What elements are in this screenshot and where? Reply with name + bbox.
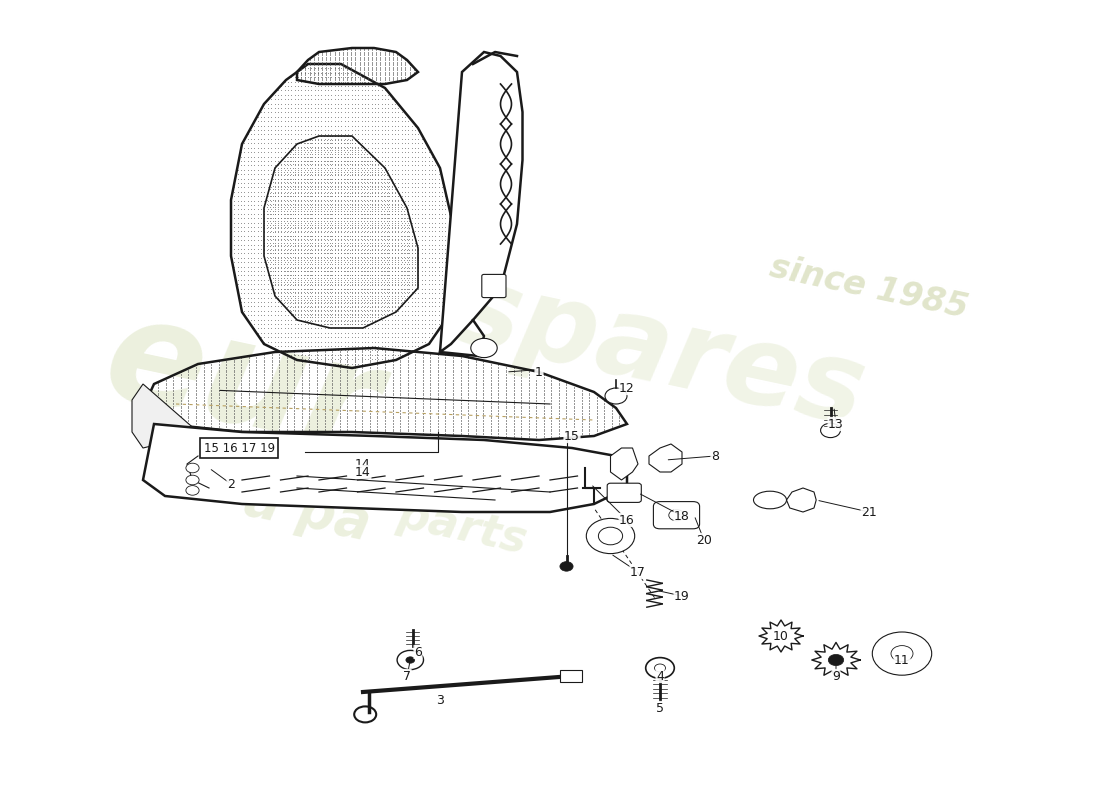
Text: 13: 13 [828,418,844,430]
Text: 15 16 17 19: 15 16 17 19 [204,442,275,454]
Polygon shape [649,444,682,472]
Text: 19: 19 [674,590,690,602]
Ellipse shape [754,491,786,509]
Text: 18: 18 [674,510,690,522]
Polygon shape [132,384,198,448]
Text: 20: 20 [696,534,712,546]
Circle shape [605,388,627,404]
Circle shape [821,423,840,438]
Polygon shape [143,424,627,512]
Circle shape [186,486,199,495]
FancyBboxPatch shape [482,274,506,298]
Text: 2: 2 [227,478,235,490]
Text: 8: 8 [711,450,719,462]
Polygon shape [440,52,522,352]
Circle shape [872,632,932,675]
Circle shape [471,338,497,358]
Circle shape [186,475,199,485]
Text: 21: 21 [861,506,877,518]
Text: 5: 5 [656,702,664,714]
Text: 12: 12 [619,382,635,394]
Circle shape [560,562,573,571]
Circle shape [828,654,844,666]
Text: 15: 15 [564,430,580,442]
Circle shape [186,463,199,473]
Text: 1: 1 [535,366,543,378]
Text: spares: spares [446,256,874,448]
FancyBboxPatch shape [653,502,700,529]
Polygon shape [786,488,816,512]
Text: 16: 16 [619,514,635,526]
Text: 14: 14 [355,466,371,478]
Text: 4: 4 [656,670,664,682]
Text: 9: 9 [832,670,840,682]
Text: 17: 17 [630,566,646,578]
Text: parts: parts [393,494,531,562]
Text: 6: 6 [414,646,422,658]
Circle shape [397,650,424,670]
Circle shape [586,518,635,554]
Text: 10: 10 [773,630,789,642]
Text: eur: eur [94,286,390,482]
Text: 7: 7 [403,670,411,682]
Text: since 1985: since 1985 [767,251,971,325]
Text: 11: 11 [894,654,910,666]
FancyBboxPatch shape [607,483,641,502]
Text: a pa: a pa [240,474,376,550]
Circle shape [406,657,415,663]
Polygon shape [610,448,638,480]
Text: 3: 3 [436,694,444,706]
Text: 14: 14 [355,458,371,470]
FancyBboxPatch shape [560,670,582,682]
